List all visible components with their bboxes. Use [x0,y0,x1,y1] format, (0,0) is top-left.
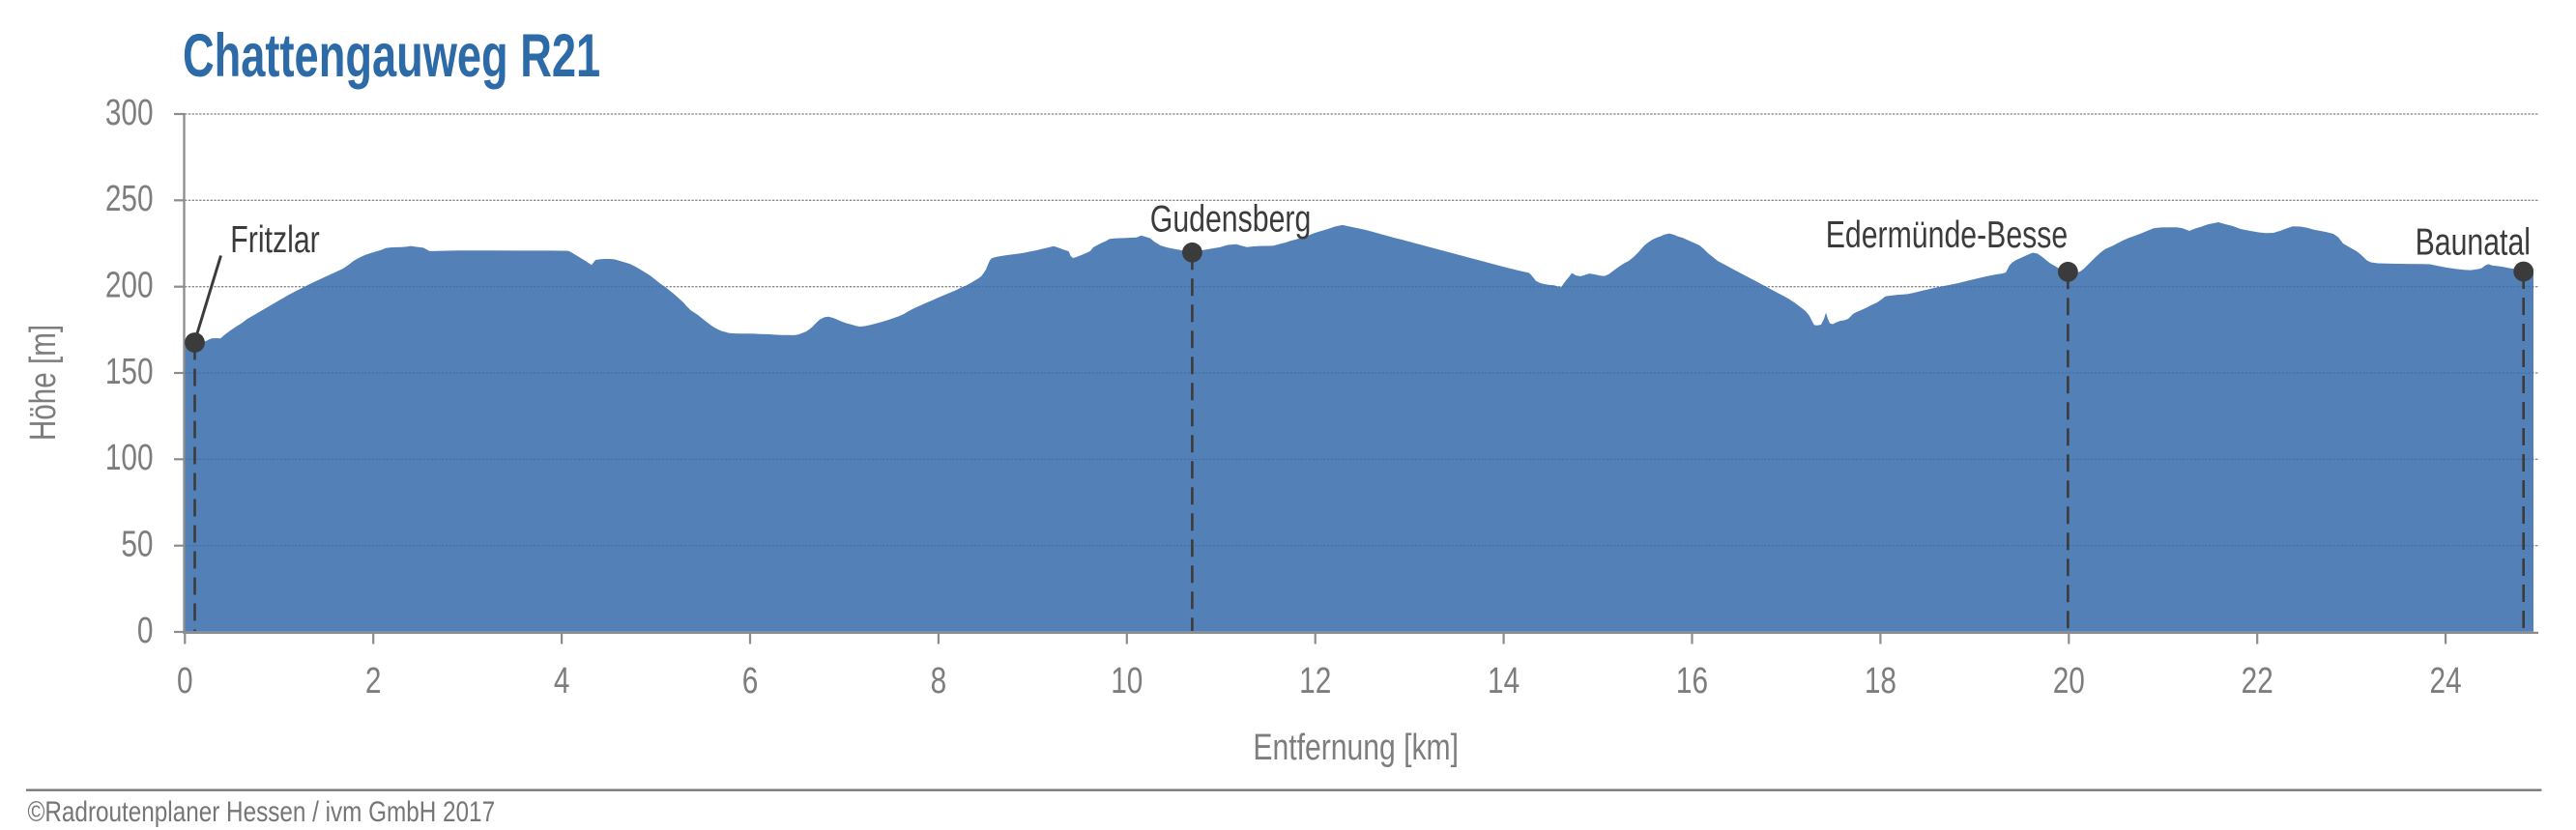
svg-text:Chattengauweg R21: Chattengauweg R21 [183,21,600,90]
svg-text:0: 0 [137,611,154,651]
svg-text:6: 6 [742,661,759,701]
svg-text:2: 2 [365,661,382,701]
svg-text:18: 18 [1865,661,1896,701]
svg-text:Höhe [m]: Höhe [m] [23,325,64,441]
svg-text:22: 22 [2242,661,2273,701]
svg-text:12: 12 [1299,661,1331,701]
svg-text:Entfernung [km]: Entfernung [km] [1253,728,1459,768]
svg-text:8: 8 [931,661,947,701]
svg-text:250: 250 [105,179,154,219]
svg-text:0: 0 [177,661,193,701]
svg-text:10: 10 [1111,661,1143,701]
svg-text:20: 20 [2053,661,2085,701]
svg-text:©Radroutenplaner Hessen / ivm: ©Radroutenplaner Hessen / ivm GmbH 2017 [28,795,496,828]
svg-text:Fritzlar: Fritzlar [230,218,320,261]
svg-text:Gudensberg: Gudensberg [1150,198,1312,241]
svg-text:24: 24 [2430,661,2462,701]
svg-text:200: 200 [105,265,154,305]
svg-text:50: 50 [121,524,153,564]
svg-text:16: 16 [1676,661,1708,701]
svg-text:4: 4 [554,661,570,701]
svg-text:14: 14 [1488,661,1520,701]
svg-text:150: 150 [105,352,154,392]
svg-text:300: 300 [105,93,154,133]
svg-text:Edermünde-Besse: Edermünde-Besse [1826,214,2069,256]
svg-text:Baunatal: Baunatal [2416,221,2531,264]
svg-text:100: 100 [105,438,154,478]
